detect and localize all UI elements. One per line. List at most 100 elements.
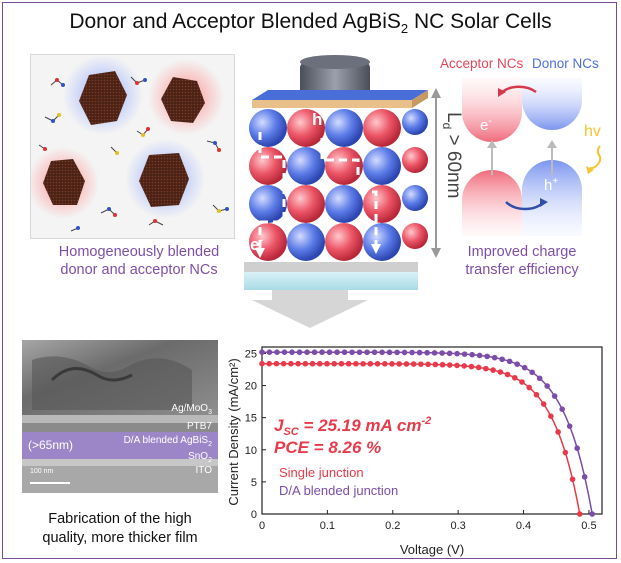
- y-tick-label: 5: [251, 477, 257, 489]
- jv-point: [529, 369, 535, 376]
- electron-transfer-head: [498, 88, 506, 97]
- jv-point: [461, 363, 468, 369]
- jv-point: [475, 364, 482, 371]
- pce-annotation: PCE = 8.26 %: [274, 438, 381, 457]
- tem-caption: Fabrication of the high quality, more th…: [42, 511, 198, 546]
- jv-point: [425, 361, 431, 368]
- jv-point: [379, 349, 385, 356]
- x-tick-label: 0.4: [516, 520, 531, 532]
- hole-path: [320, 138, 378, 248]
- jv-point: [266, 349, 273, 355]
- jv-point: [316, 360, 323, 367]
- plot-frame: [261, 346, 603, 515]
- jv-point: [551, 393, 558, 399]
- jv-point: [281, 349, 288, 355]
- nanocrystal-illustration: [27, 55, 229, 232]
- jv-point: [574, 445, 580, 452]
- jv-point: [396, 361, 403, 367]
- jv-point: [381, 361, 388, 367]
- jv-point: [326, 349, 333, 356]
- excitation-arrow-head: [547, 140, 557, 148]
- jv-point: [418, 361, 424, 367]
- jv-point: [338, 360, 345, 367]
- jv-point: [334, 349, 340, 356]
- nanocrystal-caption: Homogeneously blended donor and acceptor…: [58, 244, 220, 278]
- jv-point: [566, 423, 573, 429]
- x-tick-label: 0.3: [451, 520, 466, 532]
- y-tick-label: 0: [251, 509, 257, 521]
- layer-label-sno: SnO2: [188, 451, 212, 464]
- jv-point: [511, 374, 518, 381]
- jv-point: [360, 360, 366, 367]
- jv-point: [401, 349, 408, 356]
- scale-bar-label: 100 nm: [30, 468, 54, 475]
- jv-point: [274, 349, 280, 355]
- photon-label: hv: [584, 123, 601, 140]
- layer-label-ptb7: PTB7: [186, 421, 212, 432]
- excitation-arrow-head: [487, 140, 497, 148]
- jv-point: [484, 353, 490, 360]
- jv-point: [374, 360, 381, 367]
- legend-single-junction: Single junction: [279, 465, 364, 480]
- jv-point: [331, 360, 338, 367]
- nanocrystal: [43, 159, 85, 205]
- jv-point: [259, 360, 265, 367]
- hole-arrow: [371, 244, 381, 254]
- x-axis-label: Voltage (V): [400, 542, 464, 557]
- y-tick-label: 20: [245, 381, 257, 393]
- jv-point: [562, 449, 569, 456]
- x-tick-label: 0: [259, 520, 265, 532]
- nanocrystal: [161, 77, 205, 123]
- jv-point: [454, 362, 460, 369]
- jv-point: [589, 511, 595, 517]
- jv-point: [521, 364, 528, 371]
- acceptor-conduction-band: [462, 78, 522, 142]
- jv-point: [439, 361, 446, 368]
- jv-point: [569, 476, 576, 483]
- photon-wave: [589, 145, 602, 170]
- jv-point: [469, 351, 475, 358]
- jv-point: [356, 349, 363, 356]
- hole-transport-layer-side: [412, 90, 428, 108]
- jv-point: [302, 360, 309, 367]
- y-tick-label: 10: [245, 445, 257, 457]
- nanocrystal-panel: [27, 54, 235, 239]
- electrode-top: [300, 55, 370, 69]
- jv-point: [490, 367, 496, 373]
- jv-point: [416, 349, 423, 356]
- jv-point: [504, 371, 511, 378]
- y-axis-label: Current Density (mA/cm²): [226, 358, 241, 505]
- legend-blended-junction: D/A blended junction: [279, 483, 398, 498]
- jv-point: [446, 362, 453, 368]
- jv-point: [273, 360, 280, 367]
- x-tick-label: 0.5: [581, 520, 596, 532]
- jv-point: [497, 369, 504, 375]
- diffusion-length-arrow: [431, 88, 441, 258]
- down-arrow: [252, 290, 368, 328]
- thickness-label: (>65nm): [28, 438, 74, 452]
- jv-point: [431, 350, 438, 356]
- donor-valence-band: [522, 160, 582, 236]
- jv-point: [555, 429, 561, 435]
- jv-point: [386, 349, 393, 356]
- jv-point: [499, 356, 505, 363]
- jv-point: [410, 361, 417, 367]
- tem-image: [22, 340, 218, 493]
- jv-point: [536, 375, 543, 382]
- electron-transport-layer: [244, 262, 418, 272]
- top-electrode-layer: [252, 90, 428, 100]
- jv-point: [576, 511, 583, 517]
- nanocrystal-lattice: [249, 109, 428, 261]
- jv-point: [295, 360, 301, 367]
- jv-point: [544, 383, 550, 389]
- figure-border: [2, 2, 617, 559]
- jv-point: [311, 349, 318, 356]
- nanocrystal: [139, 153, 189, 207]
- jv-point: [349, 349, 355, 356]
- jv-point: [289, 349, 295, 356]
- layer-label-ag: Ag/MoO3: [171, 403, 212, 416]
- x-tick-label: 0.2: [385, 520, 400, 532]
- jv-point: [394, 349, 400, 356]
- photon-wave-head: [586, 166, 594, 174]
